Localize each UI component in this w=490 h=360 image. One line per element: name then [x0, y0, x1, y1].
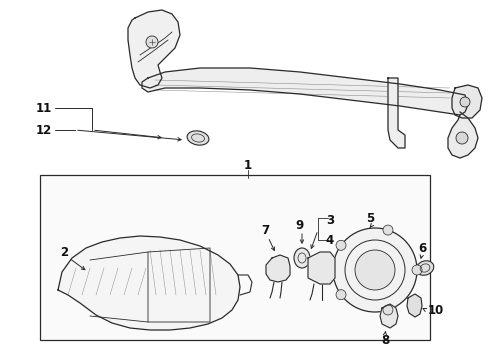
- Ellipse shape: [416, 261, 434, 275]
- Text: 7: 7: [261, 224, 269, 237]
- Circle shape: [146, 36, 158, 48]
- Circle shape: [383, 305, 393, 315]
- Text: 12: 12: [36, 123, 52, 136]
- Polygon shape: [308, 252, 335, 284]
- Polygon shape: [448, 112, 478, 158]
- Text: 2: 2: [60, 246, 68, 258]
- Polygon shape: [58, 236, 240, 330]
- Text: 4: 4: [326, 234, 334, 247]
- Polygon shape: [128, 10, 180, 88]
- Polygon shape: [407, 294, 422, 317]
- Text: 1: 1: [244, 158, 252, 171]
- Circle shape: [355, 250, 395, 290]
- Polygon shape: [452, 85, 482, 118]
- Circle shape: [460, 97, 470, 107]
- Text: 3: 3: [326, 213, 334, 226]
- Text: 8: 8: [381, 333, 389, 346]
- Bar: [40, 175, 430, 340]
- Circle shape: [336, 290, 346, 300]
- Polygon shape: [380, 304, 398, 328]
- Polygon shape: [266, 255, 290, 282]
- Text: 5: 5: [366, 212, 374, 225]
- Text: 6: 6: [418, 242, 426, 255]
- Ellipse shape: [294, 248, 310, 268]
- Polygon shape: [388, 78, 405, 148]
- Text: 10: 10: [428, 303, 444, 316]
- Circle shape: [412, 265, 422, 275]
- Ellipse shape: [187, 131, 209, 145]
- Circle shape: [383, 225, 393, 235]
- Text: 11: 11: [36, 102, 52, 114]
- Polygon shape: [142, 68, 468, 115]
- Circle shape: [456, 132, 468, 144]
- Text: 9: 9: [296, 219, 304, 231]
- Circle shape: [336, 240, 346, 250]
- Circle shape: [333, 228, 417, 312]
